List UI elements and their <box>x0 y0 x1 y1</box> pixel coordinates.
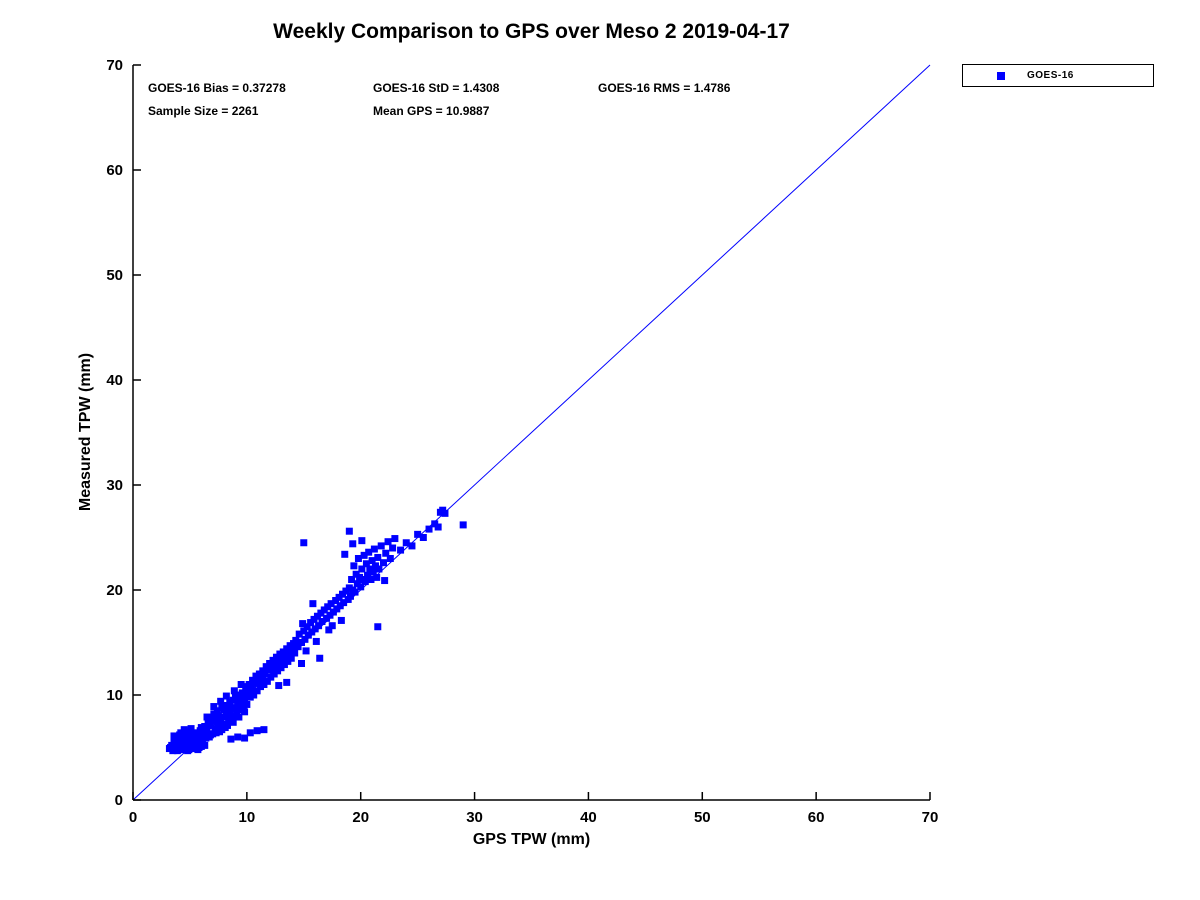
svg-text:70: 70 <box>922 809 939 826</box>
svg-text:20: 20 <box>352 809 369 826</box>
svg-text:10: 10 <box>106 687 123 704</box>
svg-text:10: 10 <box>239 809 256 826</box>
legend: GOES-16 <box>962 64 1154 87</box>
svg-text:40: 40 <box>580 809 597 826</box>
page-title: Weekly Comparison to GPS over Meso 2 201… <box>273 20 790 43</box>
stat-std: GOES-16 StD = 1.4308 <box>373 81 500 95</box>
stat-rms: GOES-16 RMS = 1.4786 <box>598 81 731 95</box>
legend-marker-icon <box>997 71 1005 80</box>
x-axis-label: GPS TPW (mm) <box>472 831 591 848</box>
stat-bias: GOES-16 Bias = 0.37278 <box>148 81 286 95</box>
svg-text:40: 40 <box>106 372 123 389</box>
svg-text:30: 30 <box>106 477 123 494</box>
stat-mean-gps: Mean GPS = 10.9887 <box>373 104 490 118</box>
stat-sample-size: Sample Size = 2261 <box>148 104 259 118</box>
svg-text:50: 50 <box>106 267 123 284</box>
svg-text:70: 70 <box>106 57 123 74</box>
svg-text:60: 60 <box>106 162 123 179</box>
svg-text:0: 0 <box>115 792 123 809</box>
svg-text:60: 60 <box>808 809 825 826</box>
svg-text:20: 20 <box>106 582 123 599</box>
svg-text:50: 50 <box>694 809 711 826</box>
legend-label: GOES-16 <box>1027 70 1074 81</box>
y-axis-label: Measured TPW (mm) <box>77 352 94 512</box>
svg-text:0: 0 <box>129 809 137 826</box>
svg-text:30: 30 <box>466 809 483 826</box>
